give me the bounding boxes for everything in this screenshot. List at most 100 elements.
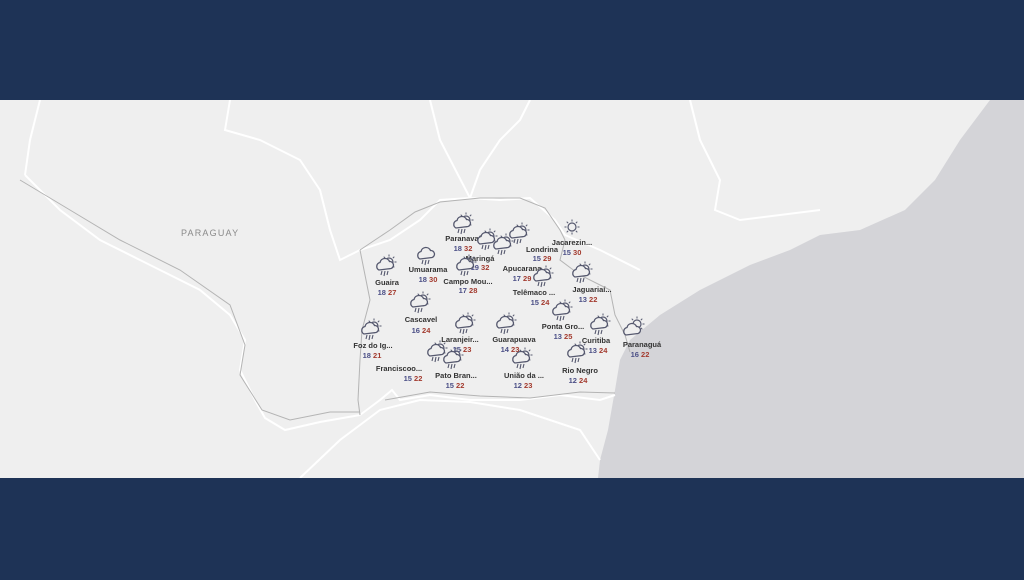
city-temps: 15 22	[404, 374, 423, 383]
min-temp: 16	[411, 326, 420, 335]
sun-icon[interactable]	[560, 215, 584, 239]
city-name: Franciscoo...	[375, 364, 423, 373]
max-temp: 24	[541, 298, 550, 307]
rain-sun-icon[interactable]	[565, 341, 589, 365]
city-temps: 17 28	[459, 286, 478, 295]
min-temp: 14	[500, 345, 509, 354]
city-temps: 15 22	[446, 381, 465, 390]
min-temp: 17	[512, 274, 521, 283]
city-temps: 17 29	[513, 274, 532, 283]
rain-sun-icon[interactable]	[408, 291, 432, 315]
ocean	[598, 100, 1024, 478]
city-name: União da ...	[503, 371, 545, 380]
city-temps: 15 29	[533, 254, 552, 263]
city-temps: 16 24	[412, 326, 431, 335]
city-temps: 13 24	[589, 346, 608, 355]
rain-sun-icon[interactable]	[475, 228, 499, 252]
rain-cloud-icon[interactable]	[415, 243, 439, 267]
bottom-banner	[0, 478, 1024, 580]
city-temps: 18 30	[419, 275, 438, 284]
min-temp: 15	[532, 254, 541, 263]
rain-sun-icon[interactable]	[441, 347, 465, 371]
rain-sun-icon[interactable]	[454, 254, 478, 278]
city-name: Curitiba	[581, 336, 611, 345]
city-name: Guarapuava	[492, 335, 536, 344]
max-temp: 29	[523, 274, 532, 283]
city-temps: 13 22	[579, 295, 598, 304]
city-temps: 15 23	[453, 345, 472, 354]
min-temp: 15	[452, 345, 461, 354]
city-temps: 16 22	[631, 350, 650, 359]
rain-sun-icon[interactable]	[359, 318, 383, 342]
city-temps: 18 27	[378, 288, 397, 297]
max-temp: 22	[414, 374, 423, 383]
city-temps: 13 25	[554, 332, 573, 341]
city-name: Paranaguá	[622, 340, 662, 349]
min-temp: 18	[418, 275, 427, 284]
rain-sun-icon[interactable]	[550, 299, 574, 323]
rain-sun-icon[interactable]	[453, 312, 477, 336]
min-temp: 13	[588, 346, 597, 355]
weather-map[interactable]: PARAGUAY Paranavaí 18 32 Maringá 19 32 Apuca…	[0, 100, 1024, 478]
city-name: Ponta Gro...	[541, 322, 585, 331]
max-temp: 32	[481, 263, 490, 272]
rain-sun-icon[interactable]	[510, 347, 534, 371]
max-temp: 23	[524, 381, 533, 390]
city-name: Paranavaí	[445, 234, 481, 243]
city-name: Maringá	[465, 254, 495, 263]
min-temp: 13	[553, 332, 562, 341]
cloud-sun-icon[interactable]	[622, 316, 646, 340]
rain-sun-icon[interactable]	[451, 212, 475, 236]
city-name: Umuarama	[408, 265, 448, 274]
min-temp: 12	[568, 376, 577, 385]
rain-sun-icon[interactable]	[425, 340, 449, 364]
max-temp: 25	[564, 332, 573, 341]
city-name: Londrina	[525, 245, 559, 254]
max-temp: 23	[463, 345, 472, 354]
city-temps: 15 30	[563, 248, 582, 257]
city-temps: 14 23	[501, 345, 520, 354]
city-temps: 18 32	[454, 244, 473, 253]
max-temp: 27	[388, 288, 397, 297]
top-banner	[0, 0, 1024, 100]
min-temp: 13	[578, 295, 587, 304]
max-temp: 21	[373, 351, 382, 360]
city-temps: 12 23	[514, 381, 533, 390]
city-name: Guaira	[375, 278, 399, 287]
rain-sun-icon[interactable]	[507, 222, 531, 246]
rain-sun-icon[interactable]	[531, 265, 555, 289]
rain-sun-icon[interactable]	[570, 261, 594, 285]
max-temp: 23	[511, 345, 520, 354]
max-temp: 22	[641, 350, 650, 359]
city-name: Jaguariaí...	[572, 285, 612, 294]
min-temp: 18	[453, 244, 462, 253]
city-temps: 19 32	[471, 263, 490, 272]
rain-sun-icon[interactable]	[494, 312, 518, 336]
max-temp: 28	[469, 286, 478, 295]
rain-sun-icon[interactable]	[588, 313, 612, 337]
city-temps: 15 24	[531, 298, 550, 307]
min-temp: 15	[445, 381, 454, 390]
max-temp: 24	[579, 376, 588, 385]
city-name: Foz do Ig...	[353, 341, 393, 350]
min-temp: 15	[562, 248, 571, 257]
min-temp: 18	[362, 351, 371, 360]
max-temp: 32	[464, 244, 473, 253]
max-temp: 24	[422, 326, 431, 335]
city-name: Laranjeir...	[441, 335, 479, 344]
max-temp: 24	[599, 346, 608, 355]
max-temp: 22	[456, 381, 465, 390]
city-name: Cascavel	[404, 315, 438, 324]
max-temp: 29	[543, 254, 552, 263]
city-temps: 18 21	[363, 351, 382, 360]
rain-sun-icon[interactable]	[491, 233, 515, 257]
city-temps: 12 24	[569, 376, 588, 385]
min-temp: 15	[530, 298, 539, 307]
min-temp: 12	[513, 381, 522, 390]
city-name: Pato Bran...	[435, 371, 477, 380]
city-name: Apucarana	[502, 264, 542, 273]
city-name: Rio Negro	[562, 366, 598, 375]
min-temp: 17	[458, 286, 467, 295]
min-temp: 18	[377, 288, 386, 297]
rain-sun-icon[interactable]	[374, 254, 398, 278]
